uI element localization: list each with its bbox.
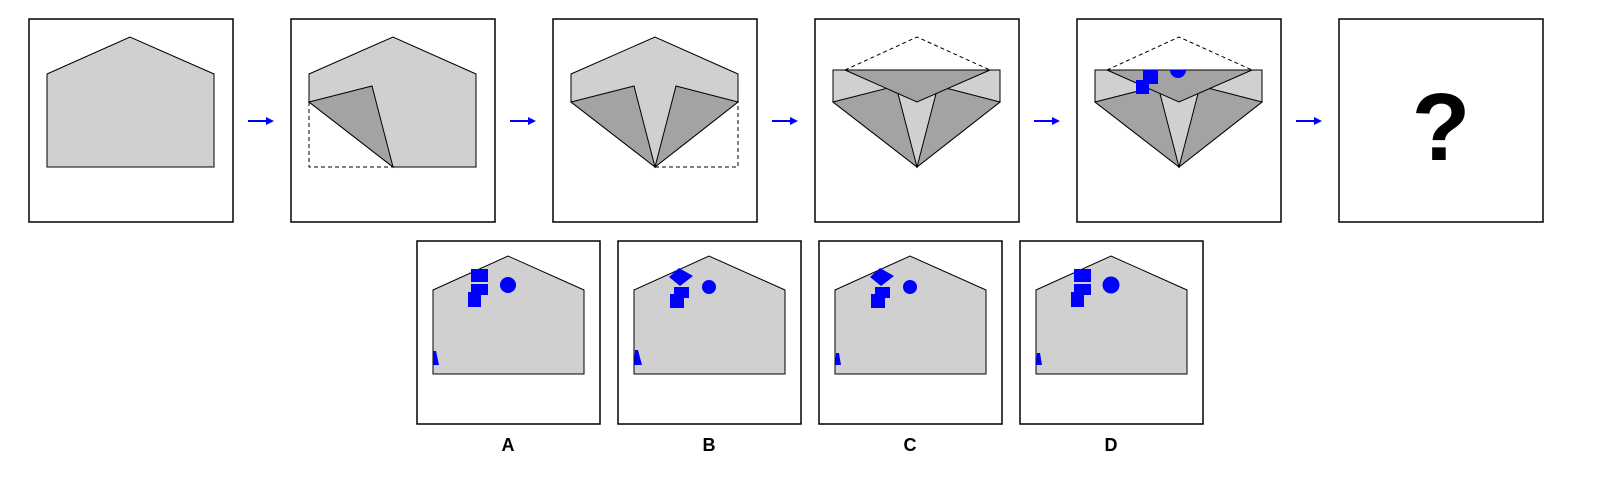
answer-paper <box>633 255 786 375</box>
folded-flap-top <box>844 69 991 103</box>
punch-edge-hole <box>835 353 841 365</box>
step-3-panel <box>552 18 758 223</box>
option-c[interactable]: C <box>818 240 1003 455</box>
option-a-label: A <box>502 435 515 455</box>
punch-diamond-hole <box>870 268 894 286</box>
question-mark: ? <box>1412 74 1471 181</box>
punch-square-hole <box>1071 292 1084 307</box>
answer-paper <box>1035 255 1188 375</box>
step-1-panel <box>28 18 234 223</box>
punch-circle-hole <box>903 280 917 294</box>
punch-circle-hole <box>1170 70 1186 78</box>
punch-square-hole <box>471 269 488 282</box>
question-panel: ? <box>1338 18 1544 223</box>
step-2-panel <box>290 18 496 223</box>
folded-flap-right <box>916 85 1002 169</box>
punch-edge-hole <box>433 351 439 365</box>
fold-outline-left <box>308 102 393 168</box>
paper-unfolded <box>46 36 215 168</box>
folded-flap-right <box>654 85 740 169</box>
option-b[interactable]: B <box>617 240 802 455</box>
punch-square-hole <box>871 294 885 308</box>
punch-square-hole <box>471 284 488 295</box>
folded-flap-left <box>1093 85 1180 169</box>
punch-square-hole <box>670 294 684 308</box>
option-d[interactable]: D <box>1019 240 1204 455</box>
folded-flap-left <box>569 85 656 169</box>
option-d-label: D <box>1105 435 1118 455</box>
option-b-label: B <box>703 435 716 455</box>
fold-outline-right <box>655 102 739 168</box>
punch-circle-hole <box>702 280 716 294</box>
punch-square-hole <box>1074 284 1091 295</box>
punch-circle-hole <box>1102 276 1120 294</box>
punch-diamond-hole <box>669 268 693 286</box>
punch-square-hole <box>875 287 890 298</box>
answer-paper <box>834 255 987 375</box>
option-c-label: C <box>904 435 917 455</box>
step-5-panel <box>1076 18 1282 223</box>
punch-circle-hole <box>500 277 516 293</box>
fold-outline-top <box>844 36 991 71</box>
folded-flap-right <box>1178 85 1264 169</box>
punch-edge-hole <box>1036 353 1042 365</box>
folded-flap-left <box>307 85 394 169</box>
punch-square-hole <box>1136 80 1149 94</box>
step-4-panel <box>814 18 1020 223</box>
punch-square-hole <box>468 292 481 307</box>
punch-square-hole <box>674 287 689 298</box>
folded-flap-left <box>831 85 918 169</box>
punch-square-hole <box>1074 269 1091 282</box>
option-a[interactable]: A <box>416 240 601 455</box>
punch-edge-hole <box>634 350 642 365</box>
fold-outline-top <box>1106 36 1253 71</box>
question-frame <box>1338 18 1544 223</box>
